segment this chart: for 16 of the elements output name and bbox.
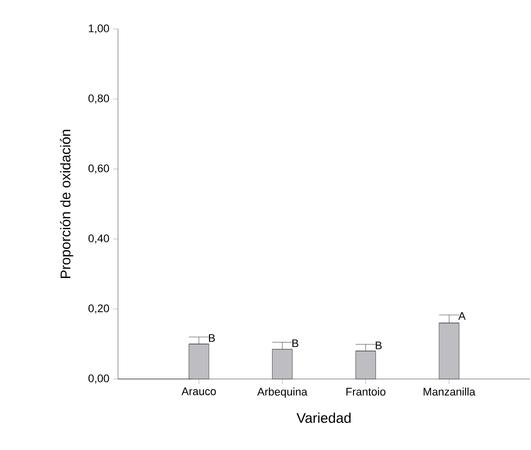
y-axis-title: Proporción de oxidación (60, 130, 74, 278)
y-tick-label: 0,00 (88, 374, 110, 384)
y-tick-label: 1,00 (88, 24, 110, 34)
x-tick-label: Arauco (181, 388, 216, 396)
x-tick-label: Arbequina (257, 388, 308, 398)
x-tick-label: Manzanilla (424, 388, 476, 396)
y-tick-label: 0,20 (88, 304, 110, 314)
annotation: B (292, 339, 298, 348)
y-tick-label: 0,40 (88, 234, 110, 244)
y-tick-label: 0,80 (88, 94, 110, 104)
x-axis-title: Variedad (296, 412, 351, 423)
x-tick-label: Frantoio (346, 388, 386, 396)
annotation: A (458, 312, 466, 320)
annotation: B (209, 334, 215, 342)
y-tick-label: 0,60 (88, 164, 110, 174)
annotation: B (376, 342, 382, 350)
